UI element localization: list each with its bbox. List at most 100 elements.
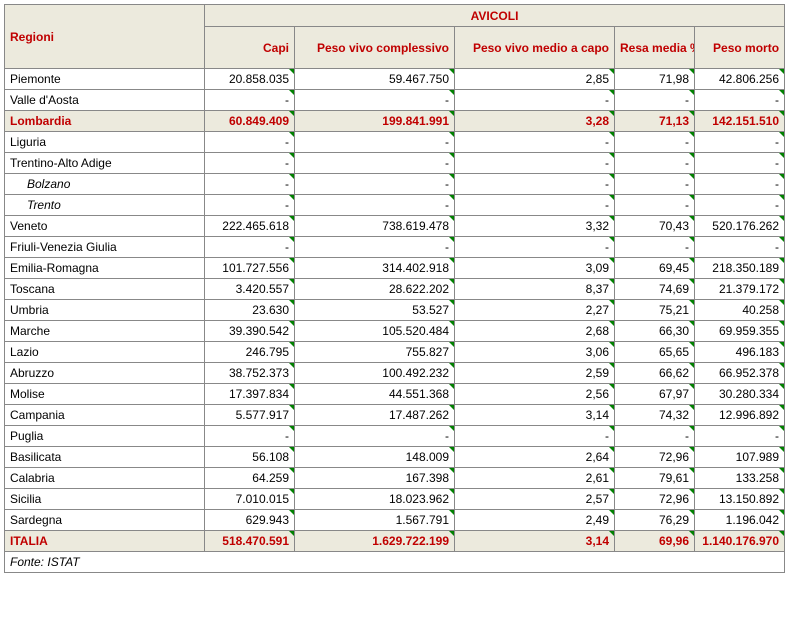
cell-value: 70,43 bbox=[615, 216, 695, 237]
cell-region: Umbria bbox=[5, 300, 205, 321]
cell-value: 3,28 bbox=[455, 111, 615, 132]
table-row: Piemonte20.858.03559.467.7502,8571,9842.… bbox=[5, 69, 785, 90]
cell-value: - bbox=[295, 426, 455, 447]
cell-value: 66,30 bbox=[615, 321, 695, 342]
cell-value: 69.959.355 bbox=[695, 321, 785, 342]
cell-value: - bbox=[205, 174, 295, 195]
source-label: Fonte: ISTAT bbox=[5, 552, 785, 573]
cell-value: 69,96 bbox=[615, 531, 695, 552]
cell-value: 520.176.262 bbox=[695, 216, 785, 237]
header-peso-morto: Peso morto bbox=[695, 27, 785, 69]
cell-value: 56.108 bbox=[205, 447, 295, 468]
cell-value: 65,65 bbox=[615, 342, 695, 363]
cell-value: 75,21 bbox=[615, 300, 695, 321]
cell-value: 1.196.042 bbox=[695, 510, 785, 531]
table-row: Molise17.397.83444.551.3682,5667,9730.28… bbox=[5, 384, 785, 405]
cell-value: - bbox=[295, 174, 455, 195]
cell-value: 30.280.334 bbox=[695, 384, 785, 405]
cell-region: Campania bbox=[5, 405, 205, 426]
cell-region: Liguria bbox=[5, 132, 205, 153]
cell-region: Friuli-Venezia Giulia bbox=[5, 237, 205, 258]
cell-value: 18.023.962 bbox=[295, 489, 455, 510]
cell-value: 7.010.015 bbox=[205, 489, 295, 510]
avicoli-table: Regioni AVICOLI Capi Peso vivo complessi… bbox=[4, 4, 785, 573]
cell-value: 40.258 bbox=[695, 300, 785, 321]
cell-value: - bbox=[615, 132, 695, 153]
table-row: Friuli-Venezia Giulia----- bbox=[5, 237, 785, 258]
table-row: ITALIA518.470.5911.629.722.1993,1469,961… bbox=[5, 531, 785, 552]
cell-value: 72,96 bbox=[615, 489, 695, 510]
header-peso-vivo-medio: Peso vivo medio a capo bbox=[455, 27, 615, 69]
cell-value: 105.520.484 bbox=[295, 321, 455, 342]
table-row: Campania5.577.91717.487.2623,1474,3212.9… bbox=[5, 405, 785, 426]
cell-region: Lombardia bbox=[5, 111, 205, 132]
cell-value: 71,13 bbox=[615, 111, 695, 132]
cell-value: 2,68 bbox=[455, 321, 615, 342]
cell-region: Valle d'Aosta bbox=[5, 90, 205, 111]
table-row: Lombardia60.849.409199.841.9913,2871,131… bbox=[5, 111, 785, 132]
cell-value: 72,96 bbox=[615, 447, 695, 468]
cell-value: 64.259 bbox=[205, 468, 295, 489]
cell-value: - bbox=[205, 237, 295, 258]
table-row: Lazio246.795755.8273,0665,65496.183 bbox=[5, 342, 785, 363]
cell-value: 107.989 bbox=[695, 447, 785, 468]
cell-value: 738.619.478 bbox=[295, 216, 455, 237]
table-row: Emilia-Romagna101.727.556314.402.9183,09… bbox=[5, 258, 785, 279]
table-row: Sicilia7.010.01518.023.9622,5772,9613.15… bbox=[5, 489, 785, 510]
cell-value: - bbox=[295, 90, 455, 111]
table-row: Abruzzo38.752.373100.492.2322,5966,6266.… bbox=[5, 363, 785, 384]
cell-region: Trento bbox=[5, 195, 205, 216]
cell-value: 28.622.202 bbox=[295, 279, 455, 300]
cell-value: - bbox=[615, 153, 695, 174]
cell-value: 218.350.189 bbox=[695, 258, 785, 279]
cell-value: 1.567.791 bbox=[295, 510, 455, 531]
cell-value: 69,45 bbox=[615, 258, 695, 279]
table-row: Basilicata56.108148.0092,6472,96107.989 bbox=[5, 447, 785, 468]
header-group: AVICOLI bbox=[205, 5, 785, 27]
cell-value: - bbox=[205, 195, 295, 216]
cell-value: - bbox=[455, 174, 615, 195]
table-row: Puglia----- bbox=[5, 426, 785, 447]
cell-value: - bbox=[455, 153, 615, 174]
cell-value: 1.140.176.970 bbox=[695, 531, 785, 552]
cell-value: 3,14 bbox=[455, 531, 615, 552]
cell-value: 2,61 bbox=[455, 468, 615, 489]
cell-value: 2,64 bbox=[455, 447, 615, 468]
table-row: Veneto222.465.618738.619.4783,3270,43520… bbox=[5, 216, 785, 237]
table-row: Liguria----- bbox=[5, 132, 785, 153]
cell-value: - bbox=[695, 153, 785, 174]
cell-region: Sicilia bbox=[5, 489, 205, 510]
cell-value: - bbox=[205, 153, 295, 174]
cell-value: 8,37 bbox=[455, 279, 615, 300]
cell-value: - bbox=[295, 237, 455, 258]
cell-value: 1.629.722.199 bbox=[295, 531, 455, 552]
cell-value: 3,32 bbox=[455, 216, 615, 237]
cell-value: 71,98 bbox=[615, 69, 695, 90]
cell-value: - bbox=[205, 132, 295, 153]
cell-value: - bbox=[615, 90, 695, 111]
cell-region: Lazio bbox=[5, 342, 205, 363]
cell-value: 167.398 bbox=[295, 468, 455, 489]
cell-value: - bbox=[615, 237, 695, 258]
cell-value: 23.630 bbox=[205, 300, 295, 321]
cell-value: - bbox=[455, 426, 615, 447]
cell-value: 496.183 bbox=[695, 342, 785, 363]
cell-value: 199.841.991 bbox=[295, 111, 455, 132]
cell-value: 100.492.232 bbox=[295, 363, 455, 384]
source-row: Fonte: ISTAT bbox=[5, 552, 785, 573]
table-body: Piemonte20.858.03559.467.7502,8571,9842.… bbox=[5, 69, 785, 573]
cell-region: Piemonte bbox=[5, 69, 205, 90]
cell-value: - bbox=[455, 195, 615, 216]
cell-value: - bbox=[295, 132, 455, 153]
cell-value: 3,14 bbox=[455, 405, 615, 426]
cell-value: 2,27 bbox=[455, 300, 615, 321]
cell-value: 755.827 bbox=[295, 342, 455, 363]
table-row: Trento----- bbox=[5, 195, 785, 216]
cell-region: Bolzano bbox=[5, 174, 205, 195]
cell-value: - bbox=[205, 426, 295, 447]
cell-value: 2,57 bbox=[455, 489, 615, 510]
cell-value: 133.258 bbox=[695, 468, 785, 489]
cell-value: - bbox=[455, 237, 615, 258]
cell-value: 17.487.262 bbox=[295, 405, 455, 426]
cell-region: Abruzzo bbox=[5, 363, 205, 384]
